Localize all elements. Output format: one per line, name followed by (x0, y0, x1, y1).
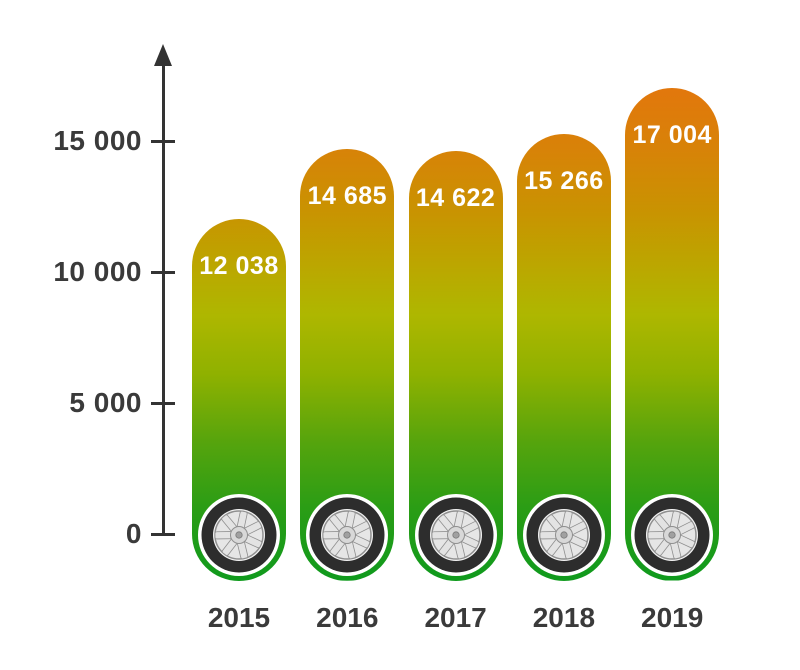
year-label-2018: 2018 (532, 602, 596, 633)
y-axis-tick (151, 270, 175, 274)
car-wheel-icon (198, 494, 280, 576)
car-wheel-icon (631, 494, 714, 576)
year-label-2019: 2019 (641, 602, 704, 633)
car-wheel-icon (522, 494, 605, 576)
y-axis-tick-label: 15 000 (53, 125, 142, 156)
bar-value-label: 14 622 (415, 183, 496, 212)
bar-value-label: 17 004 (632, 121, 712, 150)
y-axis-tick-label: 0 (125, 518, 142, 549)
car-wheel-icon (306, 494, 389, 576)
y-axis-tick-label: 10 000 (53, 256, 142, 287)
year-label-2016: 2016 (316, 602, 379, 633)
y-axis-tick (151, 401, 175, 405)
y-axis-arrow-icon (154, 44, 172, 66)
y-axis-line (161, 62, 165, 536)
y-axis-tick-label: 5 000 (69, 387, 142, 418)
bar-value-label: 14 685 (307, 182, 388, 211)
bar-value-label: 15 266 (524, 167, 604, 196)
year-label-2015: 2015 (207, 602, 271, 633)
year-label-2017: 2017 (424, 602, 487, 633)
y-axis-tick (151, 532, 175, 536)
bar-value-label: 12 038 (199, 251, 279, 280)
y-axis-tick (151, 139, 175, 143)
car-wheel-icon (414, 494, 497, 576)
